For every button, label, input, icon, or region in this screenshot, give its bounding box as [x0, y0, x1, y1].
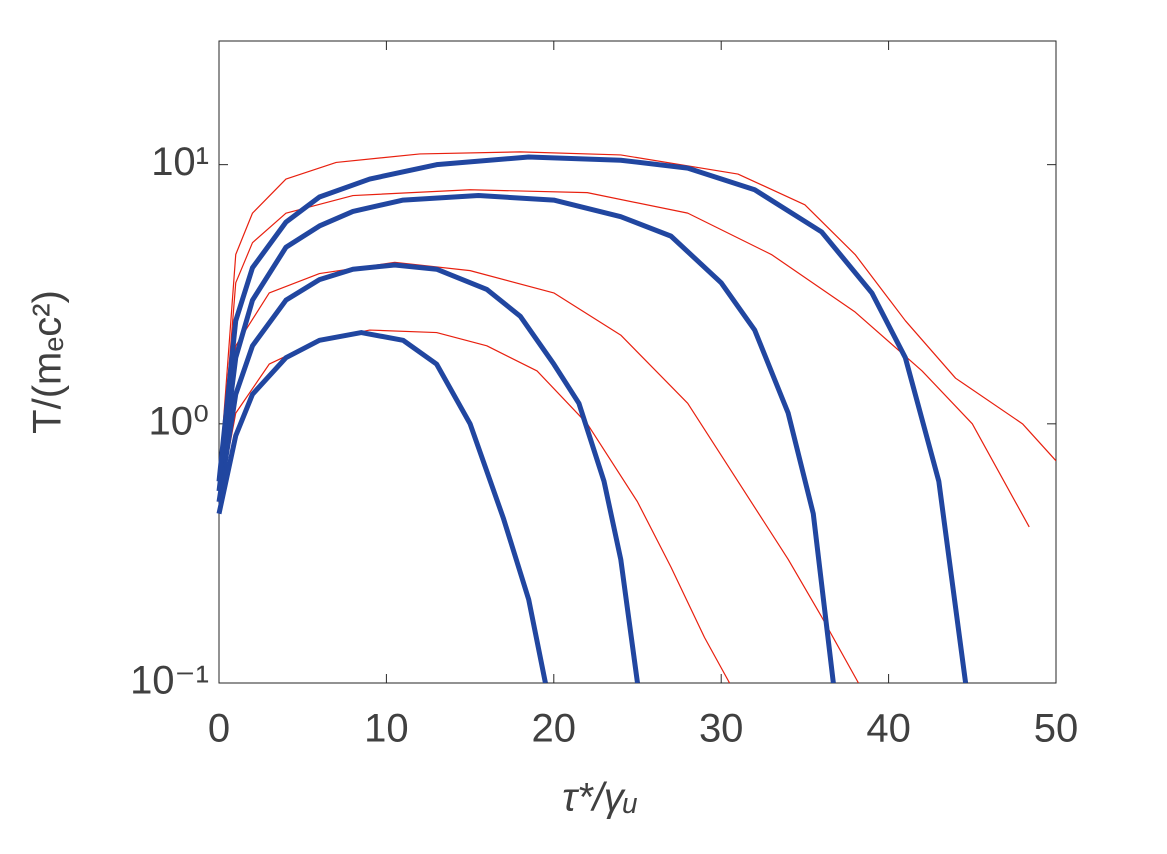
y-tick-label: 10¹ [151, 140, 209, 184]
x-axis-label: τ*/γᵤ [562, 776, 638, 820]
data-line [218, 151, 1056, 482]
y-axis-label: T/(mₑc²) [26, 290, 70, 434]
data-line [218, 261, 859, 683]
x-tick-label: 0 [208, 707, 230, 751]
x-tick-label: 50 [1034, 707, 1079, 751]
x-tick-label: 30 [699, 707, 744, 751]
data-line [216, 262, 640, 683]
y-tick-label: 10⁰ [148, 399, 209, 443]
plot-frame [218, 40, 1057, 684]
data-line [218, 189, 1030, 528]
data-line [216, 193, 836, 683]
data-line [216, 330, 548, 683]
y-tick-label: 10⁻¹ [130, 659, 209, 703]
data-line [216, 154, 969, 683]
x-tick-label: 10 [364, 707, 409, 751]
data-line [218, 329, 731, 683]
x-tick-label: 20 [532, 707, 577, 751]
x-tick-label: 40 [866, 707, 911, 751]
